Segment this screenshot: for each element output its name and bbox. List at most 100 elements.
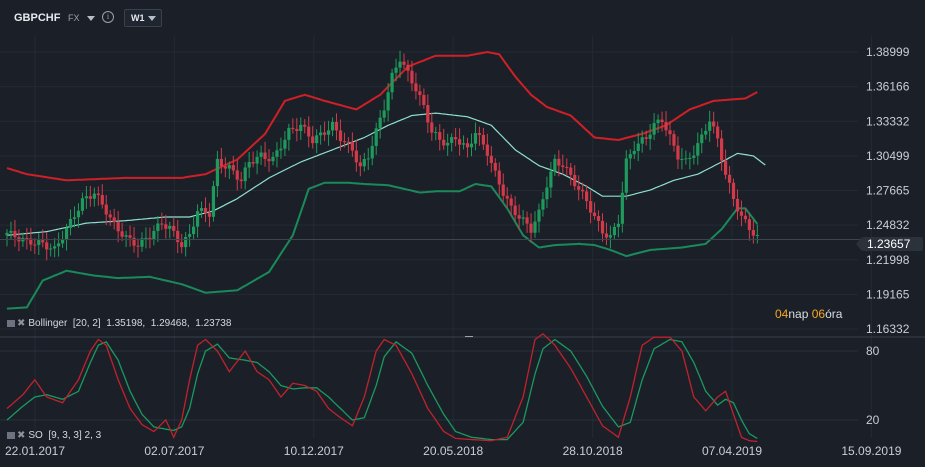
candle-body — [636, 143, 640, 151]
candle-body — [398, 61, 402, 68]
candle-body — [215, 158, 220, 187]
candle-body — [461, 143, 466, 145]
countdown-days-label: nap — [788, 307, 809, 321]
candle-body — [370, 145, 374, 159]
candle-body — [338, 130, 343, 142]
candle-body — [473, 133, 478, 144]
candle-body — [600, 220, 605, 234]
symbol-dropdown-chevron-icon[interactable] — [87, 16, 95, 21]
price-axis-label: 1.38999 — [866, 45, 910, 59]
candle-body — [223, 166, 227, 169]
info-icon[interactable]: i — [102, 11, 114, 23]
chevron-down-icon — [148, 16, 156, 21]
time-axis-label: 28.10.2018 — [563, 444, 623, 458]
candle-body — [84, 196, 88, 199]
candle-body — [692, 155, 696, 158]
candle-body — [334, 121, 339, 131]
candle-body — [521, 217, 525, 219]
candle-body — [664, 122, 668, 131]
so-k-line — [6, 332, 758, 443]
timeframe-select[interactable]: W1 — [124, 9, 162, 27]
oscillator-axis-label: 20 — [866, 413, 880, 427]
candle-body — [354, 150, 358, 163]
candle-body — [211, 186, 216, 217]
candle-body — [509, 198, 513, 206]
candle-body — [632, 150, 636, 155]
candle-body — [612, 226, 617, 236]
grid — [0, 36, 925, 438]
candle-body — [283, 139, 287, 149]
candle-body — [684, 158, 688, 160]
candle-body — [323, 132, 327, 135]
candle-body — [402, 61, 406, 65]
candle-body — [191, 226, 196, 235]
candle-body — [148, 237, 152, 239]
candle-body — [96, 193, 100, 196]
candle-body — [469, 143, 474, 148]
candle-body — [616, 223, 620, 227]
candle-body — [299, 124, 303, 132]
candle-body — [751, 230, 755, 236]
candle-body — [247, 162, 251, 168]
candle-body — [481, 134, 485, 145]
candle-body — [739, 211, 744, 216]
candle-body — [585, 191, 589, 202]
candle-body — [477, 133, 482, 135]
close-icon[interactable]: ✖ — [17, 430, 26, 441]
candle-body — [168, 225, 172, 229]
candle-body — [672, 134, 676, 146]
candle-body — [311, 136, 315, 144]
candle-body — [465, 143, 470, 148]
candle-body — [267, 158, 271, 162]
candle-body — [485, 144, 489, 156]
candle-body — [68, 218, 73, 228]
candle-body — [374, 128, 378, 146]
candle-body — [25, 237, 29, 239]
candle-body — [410, 70, 414, 84]
settings-icon[interactable] — [7, 432, 15, 439]
candle-body — [303, 124, 307, 127]
candle-body — [112, 217, 116, 223]
candle-body — [57, 243, 61, 247]
candle-body — [541, 199, 545, 210]
price-axis-label: 1.19165 — [866, 287, 910, 301]
price-axis-label: 1.24832 — [866, 218, 910, 232]
oscillator-axis: 80 20 — [866, 344, 880, 427]
candle-body — [712, 121, 716, 127]
countdown-hours-label: óra — [825, 307, 843, 321]
candle-body — [13, 230, 17, 238]
candle-body — [731, 182, 736, 199]
candle-body — [239, 179, 243, 182]
candle-body — [565, 166, 569, 168]
candle-body — [596, 215, 601, 221]
candle-body — [723, 160, 728, 175]
pane-splitter-handle[interactable] — [465, 336, 473, 337]
time-axis-label: 10.12.2017 — [284, 444, 344, 458]
candle-body — [53, 246, 57, 249]
candle-body — [688, 157, 692, 159]
price-axis-label: 1.27665 — [866, 184, 910, 198]
candle-body — [88, 196, 92, 199]
time-axis-label: 15.09.2019 — [841, 444, 901, 458]
candle-body — [446, 142, 450, 146]
candle-body — [501, 184, 505, 196]
candle-body — [660, 119, 664, 123]
symbol-label[interactable]: GBPCHF — [14, 12, 61, 24]
candle-body — [176, 230, 180, 243]
settings-icon[interactable] — [7, 320, 15, 327]
candle-body — [279, 148, 283, 151]
so-name: SO — [28, 430, 43, 441]
bollinger-middle-value: 1.29468, — [150, 318, 190, 329]
candle-body — [295, 128, 299, 132]
candle-body — [29, 238, 33, 245]
candle-body — [489, 155, 493, 163]
candle-body — [124, 235, 128, 237]
close-icon[interactable]: ✖ — [17, 318, 26, 329]
bollinger-lower-line — [6, 181, 759, 310]
candle-body — [243, 167, 247, 182]
candle-body — [505, 195, 509, 199]
time-axis-label: 22.01.2017 — [5, 444, 65, 458]
time-axis-label: 02.07.2017 — [144, 444, 204, 458]
candle-body — [172, 225, 176, 231]
